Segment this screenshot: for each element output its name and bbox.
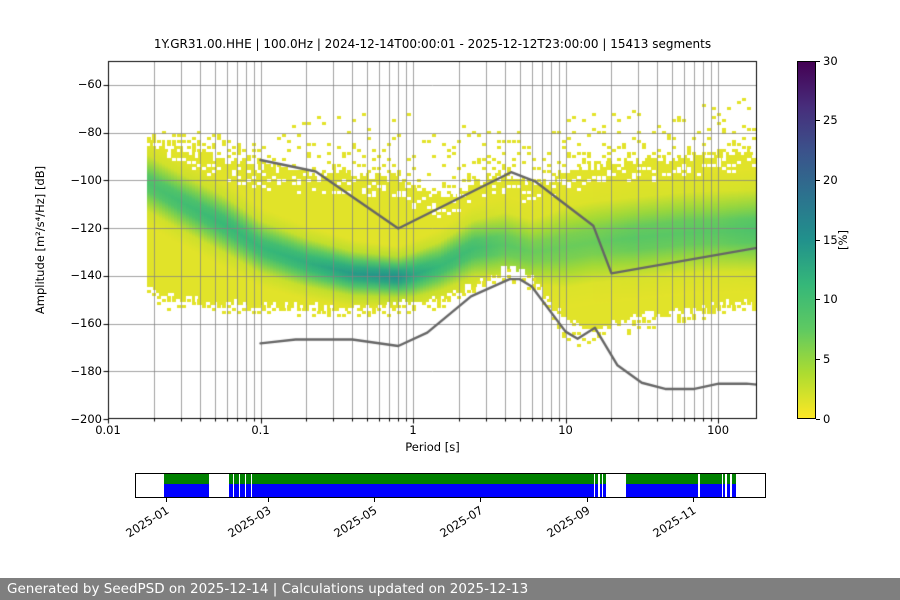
colorbar-tick bbox=[816, 239, 820, 241]
x-tick-label: 0.01 bbox=[95, 423, 121, 437]
timeline-date-label: 2025-05 bbox=[331, 503, 380, 541]
timeline-date-label: 2025-07 bbox=[437, 503, 486, 541]
y-tick-label: −60 bbox=[77, 77, 102, 92]
colorbar-tick-label: 10 bbox=[823, 292, 838, 307]
timeline-psd-segment bbox=[245, 484, 252, 497]
plot-title: 1Y.GR31.00.HHE | 100.0Hz | 2024-12-14T00… bbox=[153, 37, 712, 51]
timeline-psd-segment bbox=[723, 484, 726, 497]
colorbar-tick-label: 0 bbox=[823, 411, 831, 426]
y-tick-label: −140 bbox=[70, 268, 102, 283]
timeline-psd-segment bbox=[239, 484, 245, 497]
timeline-data-segment bbox=[723, 474, 726, 484]
timeline-psd-segment bbox=[595, 484, 599, 497]
ppsd-heatmap-canvas bbox=[100, 53, 775, 429]
timeline-data-segment bbox=[163, 474, 209, 484]
timeline-data-segment bbox=[595, 474, 599, 484]
colorbar-label: [%] bbox=[836, 230, 850, 250]
timeline-data-segment bbox=[699, 474, 722, 484]
y-tick-label: −200 bbox=[70, 411, 102, 426]
timeline-date-label: 2025-03 bbox=[225, 503, 274, 541]
timeline-psd-segment bbox=[234, 484, 239, 497]
y-tick-label: −100 bbox=[70, 172, 102, 187]
timeline-data-segment bbox=[603, 474, 606, 484]
timeline-date-tick bbox=[692, 498, 694, 502]
colorbar-tick bbox=[816, 358, 820, 360]
x-tick-label: 0.1 bbox=[251, 423, 270, 437]
timeline-psd-segment bbox=[699, 484, 722, 497]
timeline-date-label: 2025-09 bbox=[544, 503, 593, 541]
colorbar-tick bbox=[816, 299, 820, 301]
colorbar-tick-label: 5 bbox=[823, 351, 831, 366]
timeline-date-tick bbox=[165, 498, 167, 502]
y-tick-label: −160 bbox=[70, 316, 102, 331]
timeline-data-segment bbox=[625, 474, 699, 484]
y-tick-label: −180 bbox=[70, 363, 102, 378]
colorbar-gradient bbox=[798, 62, 815, 418]
x-axis-label: Period [s] bbox=[405, 440, 460, 454]
timeline-data-segment bbox=[245, 474, 252, 484]
x-tick-label: 10 bbox=[558, 423, 573, 437]
colorbar-tick-label: 20 bbox=[823, 172, 838, 187]
timeline-psd-segment bbox=[599, 484, 603, 497]
timeline-date-tick bbox=[268, 498, 270, 502]
timeline-date-tick bbox=[479, 498, 481, 502]
timeline-psd-segment bbox=[726, 484, 731, 497]
footer-bar: Generated by SeedPSD on 2025-12-14 | Cal… bbox=[0, 578, 900, 600]
coverage-timeline bbox=[135, 473, 766, 498]
y-tick-label: −120 bbox=[70, 220, 102, 235]
colorbar-tick-label: 25 bbox=[823, 113, 838, 128]
colorbar-tick bbox=[816, 120, 820, 122]
y-tick-label: −80 bbox=[77, 125, 102, 140]
timeline-psd-segment bbox=[228, 484, 234, 497]
timeline-date-tick bbox=[586, 498, 588, 502]
timeline-data-segment bbox=[239, 474, 245, 484]
timeline-data-segment bbox=[228, 474, 234, 484]
y-axis-label: Amplitude [m²/s⁴/Hz] [dB] bbox=[33, 165, 47, 315]
timeline-date-label: 2025-01 bbox=[123, 503, 172, 541]
timeline-data-segment bbox=[252, 474, 594, 484]
colorbar-tick bbox=[816, 60, 820, 62]
timeline-psd-segment bbox=[603, 484, 606, 497]
timeline-data-segment bbox=[234, 474, 239, 484]
colorbar-tick-label: 30 bbox=[823, 53, 838, 68]
timeline-psd-segment bbox=[163, 484, 209, 497]
timeline-psd-segment bbox=[625, 484, 699, 497]
timeline-data-segment bbox=[731, 474, 736, 484]
timeline-data-segment bbox=[599, 474, 603, 484]
colorbar bbox=[797, 61, 816, 419]
timeline-date-label: 2025-11 bbox=[650, 503, 699, 541]
timeline-psd-segment bbox=[252, 484, 594, 497]
colorbar-tick bbox=[816, 418, 820, 420]
x-tick-label: 100 bbox=[707, 423, 730, 437]
colorbar-tick-label: 15 bbox=[823, 232, 838, 247]
x-tick-label: 1 bbox=[409, 423, 417, 437]
timeline-data-segment bbox=[726, 474, 731, 484]
colorbar-tick bbox=[816, 179, 820, 181]
timeline-date-tick bbox=[373, 498, 375, 502]
timeline-psd-segment bbox=[731, 484, 736, 497]
